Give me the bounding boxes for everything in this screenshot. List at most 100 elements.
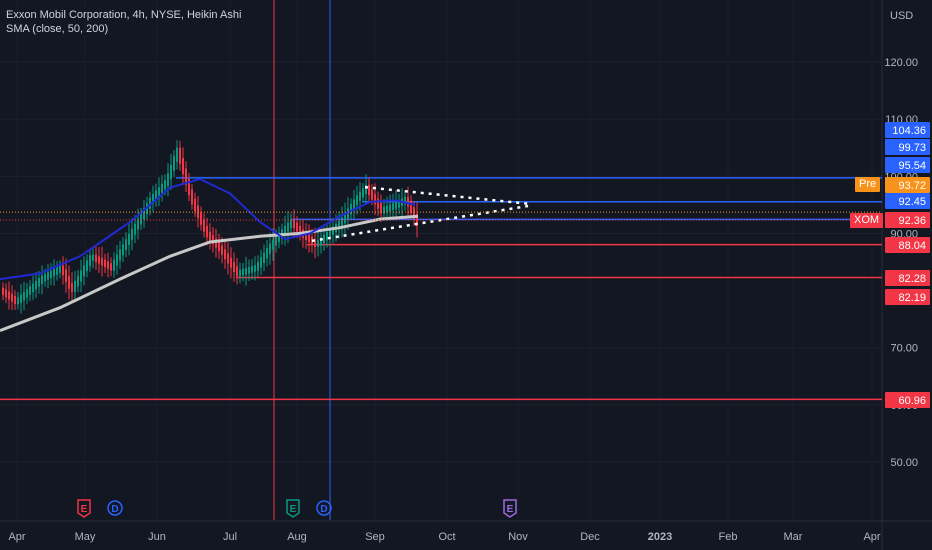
candle-body (398, 200, 400, 208)
candle-body (173, 156, 175, 171)
symbol-label: XOM (850, 213, 884, 228)
candle-body (74, 280, 76, 292)
candle-body (326, 231, 328, 241)
level-badge-label: 60.96 (898, 395, 926, 407)
level-badge-label: 82.19 (898, 292, 926, 304)
candle-body (38, 278, 40, 287)
candle-body (314, 238, 316, 247)
earnings-marker (503, 499, 517, 518)
candle-body (143, 208, 145, 220)
time-tick-label: Mar (784, 531, 803, 543)
event-marker-letter: D (320, 504, 327, 515)
candle-body (98, 256, 100, 264)
candle-body (359, 191, 361, 201)
candle-body (254, 265, 256, 272)
candle-body (218, 242, 220, 252)
level-badge (885, 392, 930, 408)
candle-body (245, 267, 247, 275)
candle-body (272, 239, 274, 250)
level-badge (885, 139, 930, 155)
candle-body (392, 203, 394, 210)
price-tick-label: 70.00 (890, 343, 918, 355)
candle-body (329, 229, 331, 238)
candle-body (62, 265, 64, 276)
candle-body (80, 270, 82, 282)
sma50-line (0, 178, 416, 281)
time-tick-label: Apr (8, 531, 25, 543)
candle-body (116, 254, 118, 266)
candle-body (389, 204, 391, 212)
candle-body (383, 206, 385, 214)
candle-body (101, 258, 103, 266)
candle-body (179, 147, 181, 164)
event-marker-letter: E (290, 504, 297, 515)
candle-body (182, 158, 184, 175)
candle-body (110, 263, 112, 271)
time-tick-label: Oct (438, 531, 455, 543)
candle-body (350, 203, 352, 215)
time-tick-label: Sep (365, 531, 385, 543)
candle-body (317, 240, 319, 247)
last-price-badge (885, 212, 930, 228)
candle-body (59, 265, 61, 273)
candle-body (266, 248, 268, 259)
candle-body (29, 286, 31, 295)
candle-body (380, 203, 382, 214)
candle-body (305, 232, 307, 241)
last-price-value: 92.36 (898, 215, 926, 227)
candle-body (332, 226, 334, 235)
candle-body (164, 180, 166, 190)
candle-body (347, 208, 349, 219)
candle-body (308, 234, 310, 243)
candle-body (56, 267, 58, 275)
candle-body (203, 219, 205, 232)
candle-body (287, 222, 289, 232)
candle-body (323, 234, 325, 244)
candle-body (107, 261, 109, 269)
candle-body (5, 289, 7, 298)
candle-body (341, 217, 343, 227)
candle-body (11, 293, 13, 302)
candle-body (194, 198, 196, 212)
candle-body (248, 266, 250, 274)
time-tick-label: Apr (863, 531, 880, 543)
candle-body (170, 164, 172, 180)
candle-body (212, 235, 214, 245)
candle-body (209, 231, 211, 241)
candle-body (230, 257, 232, 268)
candle-body (215, 238, 217, 248)
candle-body (221, 245, 223, 255)
level-badge-label: 92.45 (898, 196, 926, 208)
candle-body (44, 274, 46, 282)
sma200-line (0, 214, 419, 333)
candle-body (35, 280, 37, 290)
candle-body (161, 183, 163, 193)
golden-cross-label: Golden Cross (298, 61, 359, 72)
time-tick-label: Aug (287, 531, 307, 543)
candle-body (407, 196, 409, 207)
candle-body (152, 194, 154, 204)
candle-body (113, 259, 115, 271)
candle-body (224, 249, 226, 260)
candle-body (374, 194, 376, 205)
candle-body (32, 283, 34, 293)
candle-body (140, 213, 142, 225)
pre-price-badge (885, 177, 930, 193)
dividend-marker (107, 500, 123, 516)
candle-body (356, 195, 358, 206)
level-badge-label: 88.04 (898, 240, 926, 252)
candle-body (86, 260, 88, 272)
candle-body (65, 269, 67, 282)
time-tick-label: Feb (719, 531, 738, 543)
candle-body (299, 226, 301, 236)
level-badge (885, 270, 930, 286)
death-cross-label: Death Cross (247, 61, 303, 72)
candle-body (368, 184, 370, 196)
level-badge-label: 95.54 (898, 160, 926, 172)
earnings-marker (77, 499, 91, 518)
candle-body (14, 296, 16, 305)
candle-body (26, 289, 28, 298)
candle-body (338, 220, 340, 230)
candle-body (68, 276, 70, 289)
